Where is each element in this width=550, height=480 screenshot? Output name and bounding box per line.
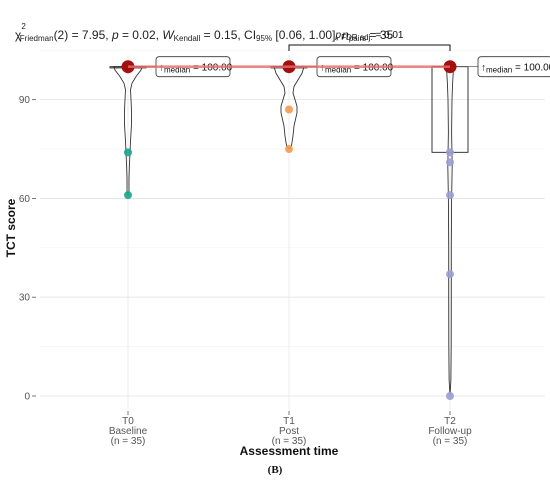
comparison-bracket: [288, 44, 451, 51]
data-point: [446, 148, 454, 157]
y-tick-label: 30: [19, 293, 31, 304]
median-label-text: ↑median = 100.00: [481, 63, 550, 75]
x-category-name: Post: [279, 426, 299, 437]
y-tick-label: 60: [19, 194, 31, 205]
data-point: [446, 392, 454, 400]
chart-subtitle: χ2 Friedman(2) = 7.95, p = 0.02, WKendall…: [15, 22, 394, 43]
data-point: [446, 191, 454, 200]
x-axis-title: Assessment time: [240, 444, 339, 458]
y-axis-title: TCT score: [4, 198, 18, 257]
x-category-name: Follow-up: [428, 426, 472, 437]
group-baseline: ↑median = 100.00: [109, 56, 233, 200]
median-label: ↑median = 100.00: [477, 56, 550, 78]
comparison-label: pFDR adj. = 0.01: [335, 30, 404, 42]
median-label-text: ↑median = 100.00: [320, 63, 394, 75]
pairwise-comparison: pFDR adj. = 0.01: [288, 30, 451, 51]
y-tick-label: 90: [19, 95, 31, 106]
plot-area: ↑median = 100.00 ↑median = 100.00 ↑median …: [109, 56, 550, 400]
data-point: [124, 148, 132, 157]
x-category-name: Baseline: [109, 426, 148, 437]
y-axis: 0 30 60 90: [19, 95, 36, 403]
figure-caption: (B): [267, 464, 283, 476]
data-point: [446, 270, 454, 279]
data-point: [285, 105, 293, 114]
x-category-count: (n = 35): [272, 436, 307, 447]
group-follow-up: ↑median = 100.00: [431, 56, 550, 400]
x-category-count: (n = 35): [111, 436, 146, 447]
x-tick-label: T0: [122, 416, 134, 427]
x-category-count: (n = 35): [433, 436, 468, 447]
x-tick-label: T2: [444, 416, 456, 427]
median-label-text: ↑median = 100.00: [159, 63, 233, 75]
grid-lines: [40, 49, 545, 410]
data-point: [124, 191, 132, 200]
y-tick-label: 0: [24, 392, 30, 403]
x-tick-label: T1: [283, 416, 295, 427]
data-point: [446, 158, 454, 167]
group-post: ↑median = 100.00: [270, 56, 394, 154]
data-point: [285, 145, 293, 154]
median-label-box: [477, 56, 550, 78]
